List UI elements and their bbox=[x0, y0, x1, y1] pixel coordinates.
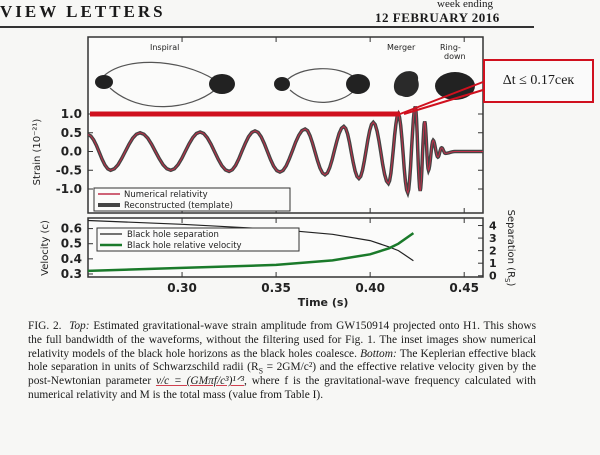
velocity-line bbox=[87, 232, 415, 273]
strain-ytick-label: 1.0 bbox=[61, 107, 82, 121]
strain-legend bbox=[93, 187, 291, 212]
strain-axis-label: Strain (10⁻²¹) bbox=[32, 119, 43, 186]
legend-label-velocity: Black hole relative velocity bbox=[127, 241, 242, 251]
strain-ytick-label: 0.0 bbox=[61, 145, 82, 159]
separation-axis-paren: ) bbox=[505, 282, 516, 286]
black-hole-icon bbox=[209, 74, 235, 94]
black-hole-icon bbox=[274, 77, 290, 91]
separation-ytick-label: 0 bbox=[489, 270, 497, 283]
caption-text-1: Estimated gravitational-wave strain ampl… bbox=[28, 320, 536, 360]
strain-legend-box bbox=[93, 187, 291, 212]
remnant-black-hole-icon bbox=[435, 72, 475, 100]
velocity-ytick-label: 0.4 bbox=[61, 252, 82, 266]
issue-date: 12 FEBRUARY 2016 bbox=[375, 10, 500, 25]
caption-bottom-label: Bottom: bbox=[360, 347, 397, 360]
stage-label-merger: Merger bbox=[387, 43, 416, 52]
separation-ytick-label: 3 bbox=[489, 232, 497, 245]
week-label: week ending bbox=[437, 0, 493, 10]
velocity-legend bbox=[96, 227, 300, 252]
highlight-connector bbox=[399, 81, 484, 115]
separation-ytick-label: 2 bbox=[489, 245, 497, 258]
strain-ytick-label: -0.5 bbox=[56, 163, 82, 177]
orbit-arc bbox=[284, 68, 356, 103]
caption-text-4: , where f is the gravitational-wave freq… bbox=[28, 375, 536, 401]
velocity-ytick-label: 0.6 bbox=[61, 222, 82, 236]
velocity-ytick-label: 0.5 bbox=[61, 237, 82, 251]
merging-black-hole-icon bbox=[393, 71, 419, 98]
xtick-label: 0.30 bbox=[167, 281, 197, 295]
velocity-legend-box bbox=[96, 227, 300, 252]
header-rule bbox=[0, 26, 534, 28]
time-axis-label: Time (s) bbox=[298, 296, 349, 309]
highlight-connector bbox=[403, 89, 484, 115]
caption-top-label: Top: bbox=[69, 320, 90, 332]
separation-axis-label: Separation (RS) bbox=[503, 210, 516, 287]
separation-axis-sub: S bbox=[503, 278, 511, 283]
velocity-ytick-label: 0.3 bbox=[61, 267, 82, 281]
legend-label-template: Reconstructed (template) bbox=[124, 201, 233, 211]
figure: Inspiral Merger Ring-down 1.0 0.5 0.0 -0.5 -1.0… bbox=[32, 36, 516, 309]
separation-line bbox=[87, 219, 414, 262]
legend-label-separation: Black hole separation bbox=[127, 230, 219, 240]
caption-formula: v/c = (GMπf/c³)¹ᐟ³ bbox=[155, 375, 245, 388]
separation-ytick-label: 4 bbox=[489, 220, 497, 233]
velocity-axis-label: Velocity (c) bbox=[40, 220, 51, 276]
figure-caption: FIG. 2. Top: Estimated gravitational-wav… bbox=[28, 320, 536, 403]
caption-sub-s: S bbox=[258, 366, 264, 376]
separation-ytick-label: 1 bbox=[489, 257, 497, 270]
xtick-label: 0.40 bbox=[355, 281, 385, 295]
stage-label-ringdown-2: down bbox=[444, 52, 466, 61]
time-annotation-box: Δt ≤ 0.17сек bbox=[483, 59, 594, 103]
numerical-relativity-line bbox=[87, 106, 483, 195]
stage-label-ringdown: Ring- bbox=[440, 43, 461, 52]
black-hole-icon bbox=[346, 74, 370, 94]
xtick-label: 0.45 bbox=[449, 281, 479, 295]
strain-ytick-label: 0.5 bbox=[61, 126, 82, 140]
caption-text-3: = 2GM/c²) and the effective relative vel… bbox=[28, 361, 536, 388]
strain-ytick-label: -1.0 bbox=[56, 182, 82, 196]
journal-header: VIEW LETTERS bbox=[0, 2, 166, 21]
stage-label-inspiral: Inspiral bbox=[150, 43, 179, 52]
black-hole-icon bbox=[95, 75, 113, 89]
xtick-label: 0.35 bbox=[261, 281, 291, 295]
caption-fig-label: FIG. 2. bbox=[28, 320, 62, 332]
orbit-arc bbox=[99, 61, 216, 108]
caption-text-2: The Keplerian effective black hole separ… bbox=[28, 347, 536, 374]
legend-label-numerical: Numerical relativity bbox=[124, 190, 208, 200]
